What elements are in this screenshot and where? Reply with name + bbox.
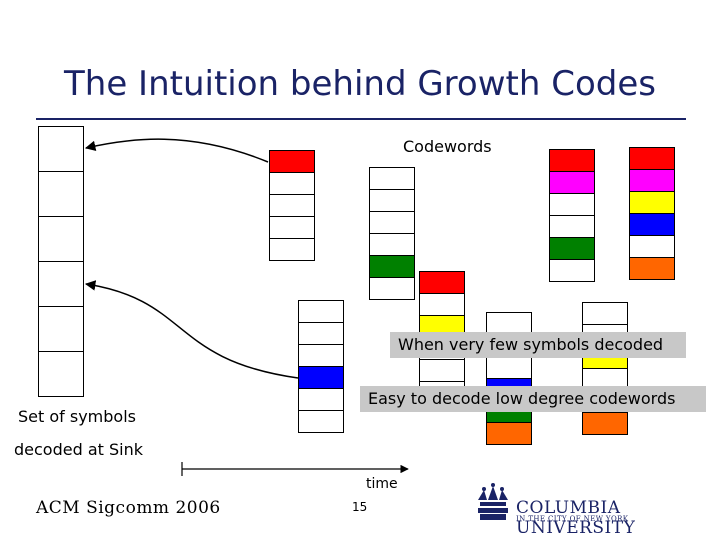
codeword-cell: [629, 257, 675, 280]
university-logo-subtitle: IN THE CITY OF NEW YORK: [516, 515, 629, 523]
codeword-cell: [549, 259, 595, 282]
codeword-cell: [369, 277, 415, 300]
codeword-cell: [269, 238, 315, 261]
codewords-label: Codewords: [403, 137, 492, 156]
arrow-red-to-sink: [84, 138, 269, 163]
university-logo-name: COLUMBIA UNIVERSITY: [516, 498, 636, 538]
footer-conference: ACM Sigcomm 2006: [36, 498, 221, 518]
sink-label-line2: decoded at Sink: [14, 440, 143, 459]
callout-low-degree: Easy to decode low degree codewords: [360, 386, 706, 412]
callout-few-symbols: When very few symbols decoded: [390, 332, 686, 358]
crown-icon: [478, 483, 508, 520]
sink-symbol-cell: [38, 126, 84, 172]
page-number: 15: [352, 500, 368, 514]
sink-symbol-cell: [38, 351, 84, 397]
slide-title: The Intuition behind Growth Codes: [64, 64, 656, 104]
sink-symbol-cell: [38, 171, 84, 217]
arrow-blue-to-sink: [84, 280, 299, 379]
title-underline: [36, 118, 686, 120]
sink-label-line1: Set of symbols: [18, 407, 136, 426]
sink-symbol-cell: [38, 216, 84, 262]
time-label: time: [366, 476, 398, 492]
codeword-cell: [582, 412, 628, 435]
codeword-cell: [486, 422, 532, 445]
codeword-cell: [298, 410, 344, 433]
